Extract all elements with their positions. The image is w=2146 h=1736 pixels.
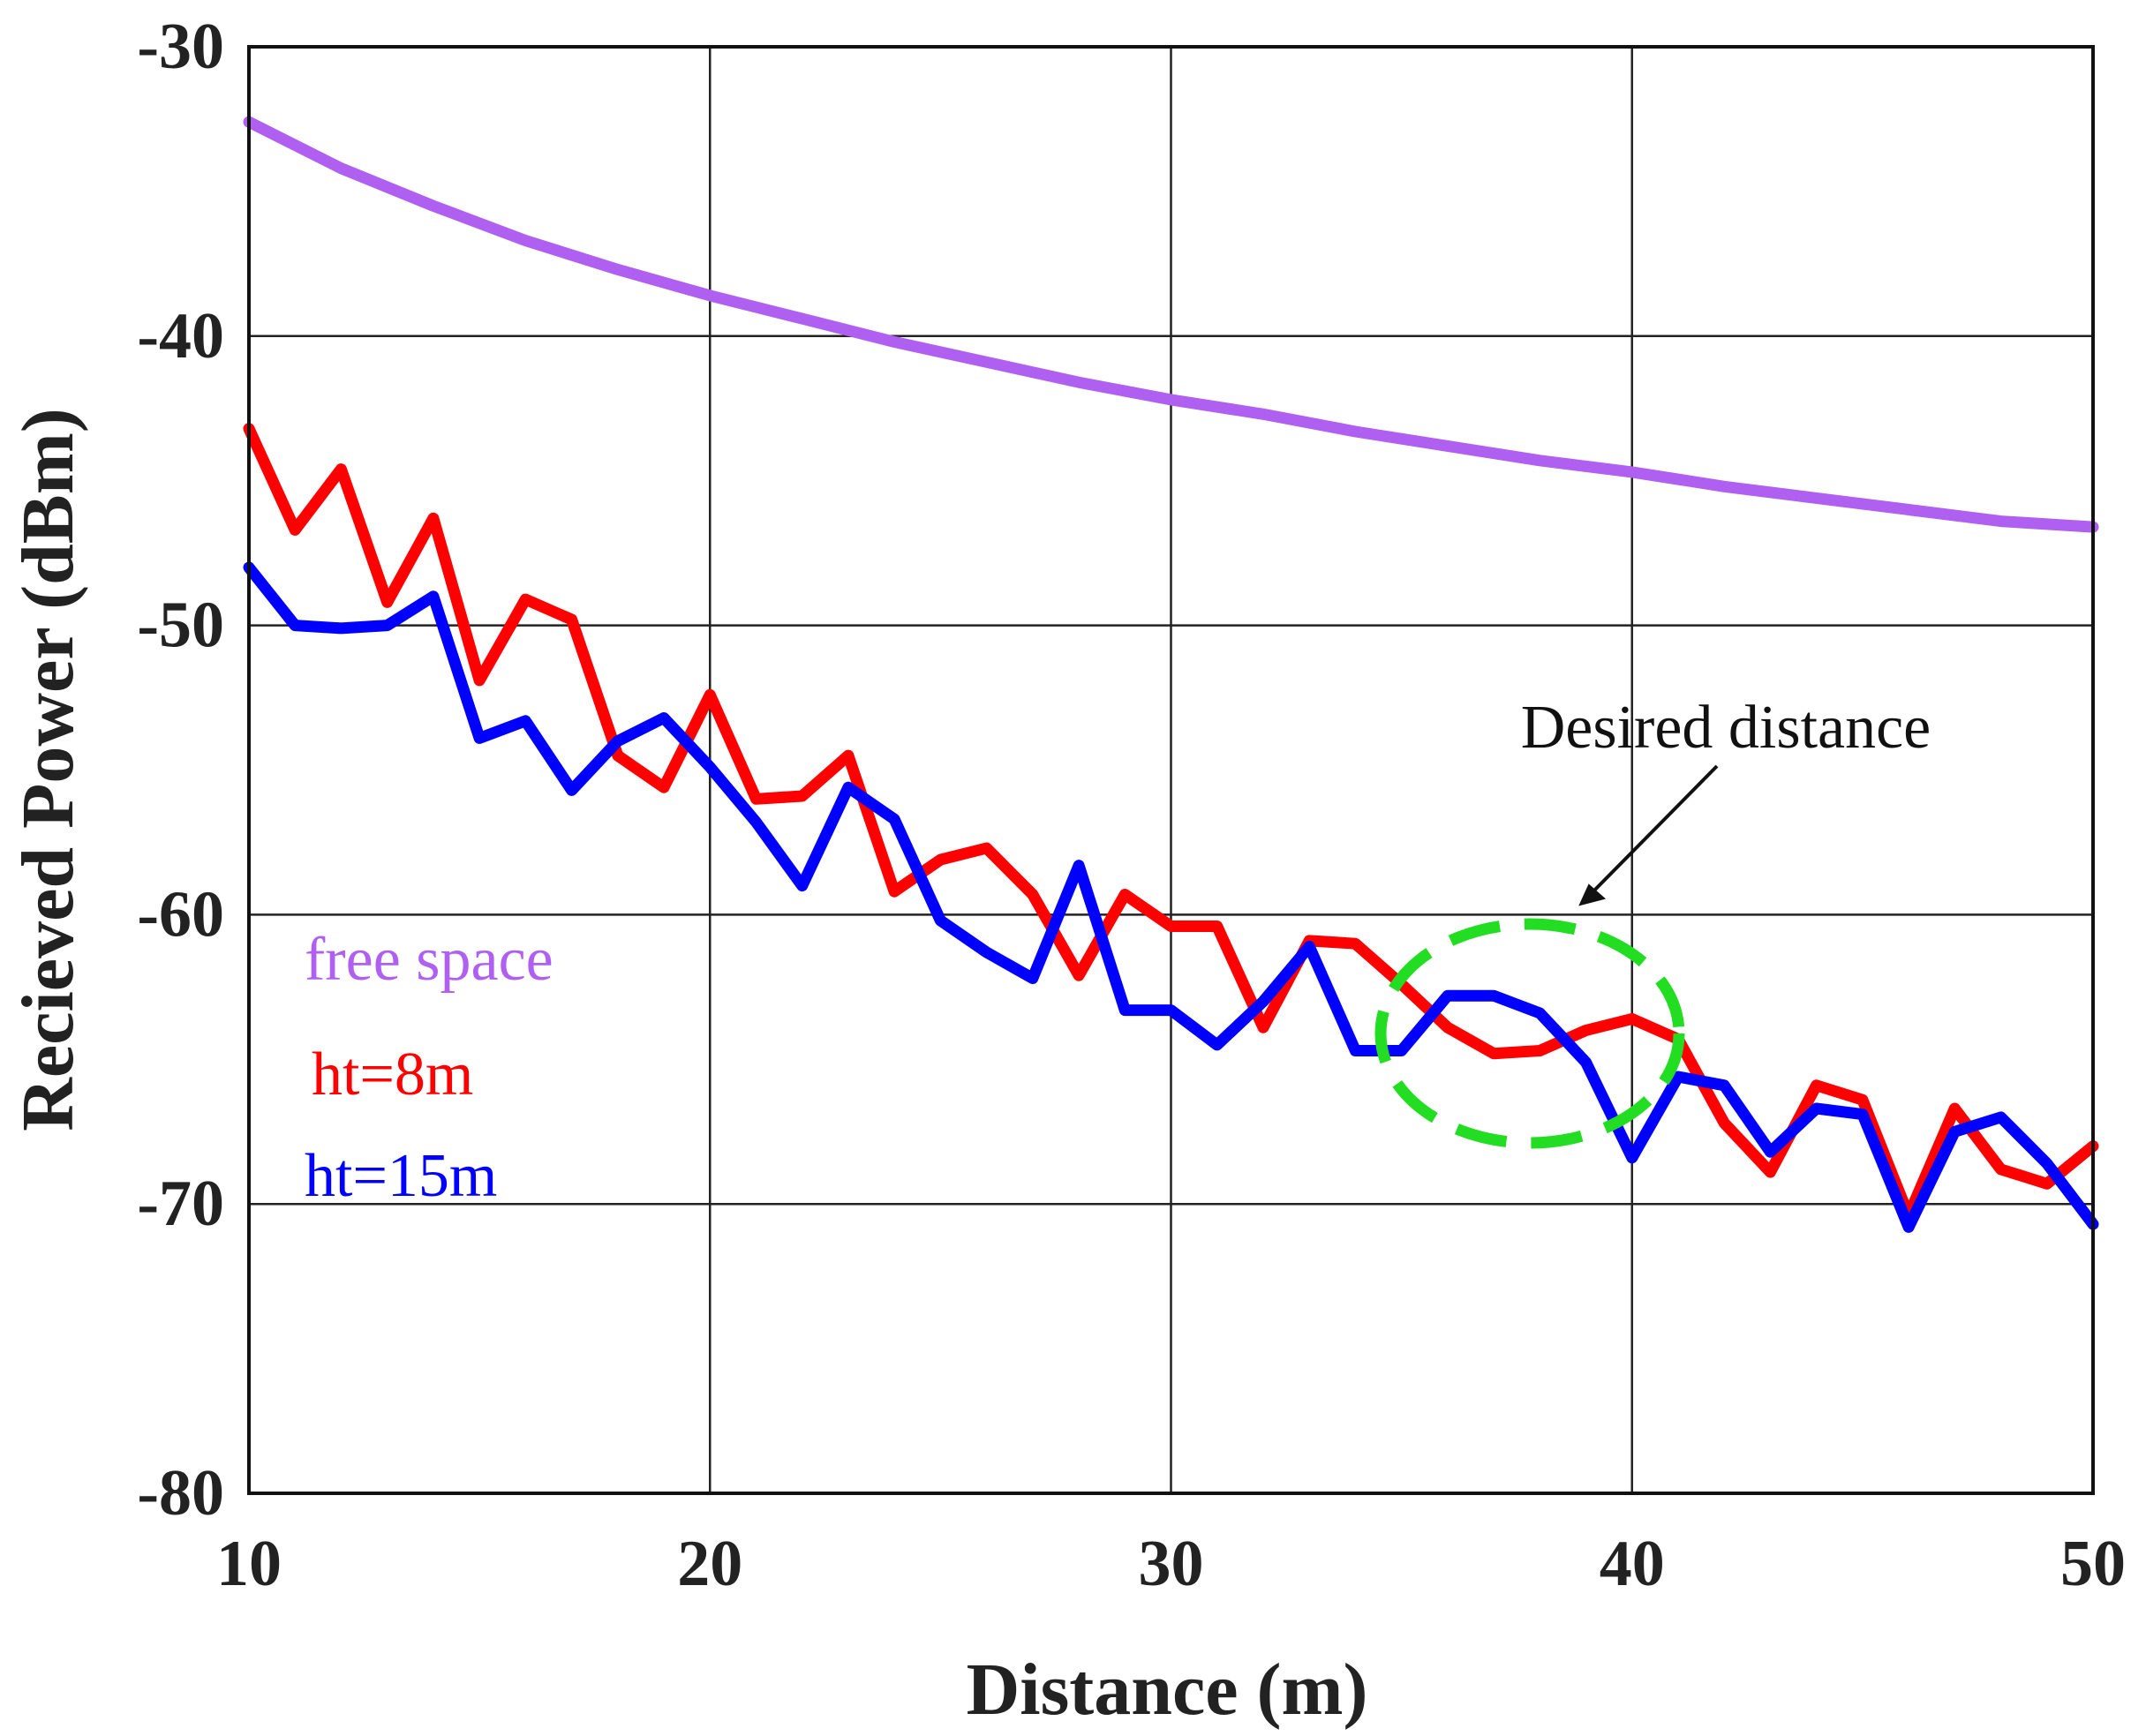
x-tick-label: 30 bbox=[1139, 1528, 1204, 1600]
annotation-label: Desired distance bbox=[1521, 694, 1931, 762]
y-tick-label: -80 bbox=[137, 1457, 224, 1529]
y-tick-label: -40 bbox=[137, 300, 224, 372]
x-tick-label: 20 bbox=[677, 1528, 742, 1600]
y-tick-label: -70 bbox=[137, 1168, 224, 1240]
series-line-free-space bbox=[243, 116, 2099, 533]
annotation-arrowhead bbox=[1578, 883, 1607, 906]
y-tick-label: -60 bbox=[137, 878, 224, 951]
x-tick-label: 40 bbox=[1600, 1528, 1665, 1600]
legend: free space ht=8m ht=15m bbox=[305, 926, 553, 1210]
x-axis-title: Distance (m) bbox=[967, 1649, 1368, 1731]
legend-ht-8m: ht=8m bbox=[312, 1041, 473, 1108]
y-tick-label: -30 bbox=[137, 11, 224, 83]
legend-ht-15m: ht=15m bbox=[305, 1142, 497, 1210]
grid bbox=[249, 47, 2093, 1493]
tick-labels: 10 20 30 40 50 -30 -40 -50 -60 -70 -80 bbox=[137, 11, 2126, 1600]
y-axis-title: Recieved Power (dBm) bbox=[7, 408, 89, 1131]
legend-free-space: free space bbox=[305, 926, 553, 994]
plot-frame bbox=[247, 45, 2095, 1495]
desired-distance-circle bbox=[1374, 918, 1685, 1149]
y-tick-label: -50 bbox=[137, 590, 224, 662]
x-tick-label: 50 bbox=[2060, 1528, 2126, 1600]
annotation-arrow-shaft bbox=[1587, 764, 1719, 898]
series-line-ht-15m bbox=[243, 561, 2099, 1233]
series-layer bbox=[243, 116, 2099, 1233]
annotation: Desired distance bbox=[1374, 694, 1931, 1149]
x-tick-label: 10 bbox=[216, 1528, 282, 1600]
